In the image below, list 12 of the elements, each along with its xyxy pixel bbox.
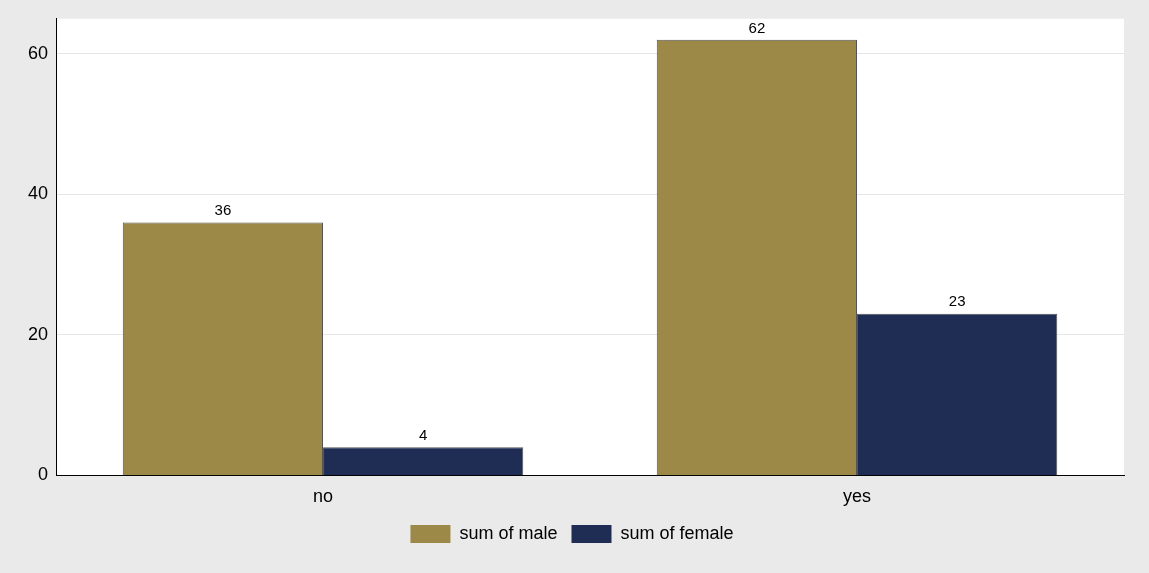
data-label: 62 (748, 18, 766, 36)
legend-label: sum of female (620, 522, 734, 543)
data-label: 36 (214, 201, 232, 219)
legend-label: sum of male (459, 522, 558, 543)
data-label: 4 (418, 425, 428, 443)
y-tick-label: 0 (38, 464, 49, 485)
x-tick-label: yes (843, 486, 872, 507)
x-tick-label: no (313, 486, 334, 507)
y-tick-label: 20 (27, 323, 49, 344)
y-tick-label: 40 (27, 183, 49, 204)
y-tick-label: 60 (27, 42, 49, 63)
data-label: 23 (948, 292, 966, 310)
